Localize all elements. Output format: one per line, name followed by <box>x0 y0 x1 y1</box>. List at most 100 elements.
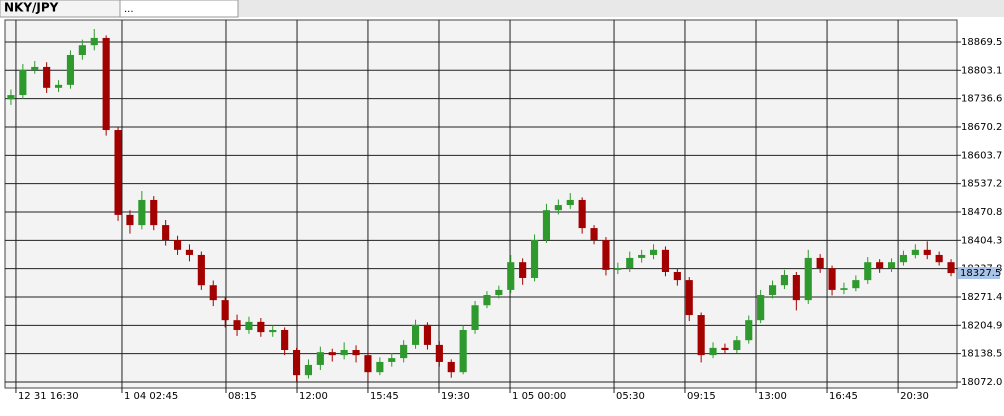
candle-body <box>673 271 681 281</box>
candle-body <box>876 262 884 269</box>
candle-body <box>721 347 729 351</box>
candle-body <box>316 352 324 365</box>
candle-body <box>7 95 15 100</box>
candle-body <box>495 289 503 296</box>
candle-body <box>328 352 336 356</box>
x-tick-label: 20:30 <box>900 391 929 402</box>
candle-body <box>661 249 670 272</box>
candle-body <box>281 329 289 351</box>
x-tick-label: 1 05 00:00 <box>512 391 566 402</box>
candle-body <box>185 249 194 255</box>
candle-body <box>221 300 229 321</box>
candle-body <box>197 254 205 286</box>
x-tick-label: 12:00 <box>299 391 328 402</box>
candle-body <box>887 262 896 269</box>
candle-body <box>31 66 39 70</box>
tab-label[interactable]: ... <box>124 4 134 15</box>
candle-body <box>840 288 848 290</box>
candle-body <box>768 285 777 296</box>
candle-body <box>423 324 432 345</box>
candle-body <box>66 55 75 85</box>
candle-body <box>519 262 527 278</box>
candle-body <box>364 355 372 373</box>
x-tick-label: 15:45 <box>370 391 399 402</box>
candle-body <box>102 37 110 131</box>
y-tick-label: 18072.0 <box>961 377 1002 388</box>
candle-body <box>435 344 443 362</box>
y-tick-label: 18537.2 <box>961 179 1002 190</box>
last-price-box <box>958 267 1000 280</box>
candle-body <box>804 257 812 301</box>
x-tick-label: 09:15 <box>687 391 716 402</box>
candle-body <box>626 257 634 269</box>
candle-body <box>530 240 539 278</box>
candle-body <box>685 280 693 316</box>
x-tick-label: 12 31 16:30 <box>18 391 79 402</box>
candle-body <box>935 254 943 263</box>
candle-body <box>78 45 86 56</box>
x-tick-label: 19:30 <box>441 391 470 402</box>
candle-body <box>138 199 146 226</box>
candle-body <box>899 254 908 263</box>
candle-body <box>162 225 170 241</box>
y-tick-label: 18803.1 <box>961 65 1002 76</box>
candle-body <box>400 344 408 359</box>
candle-body <box>828 268 836 290</box>
candle-body <box>733 340 741 351</box>
candle-body <box>745 320 753 341</box>
candle-body <box>923 249 931 255</box>
candle-body <box>114 130 122 215</box>
candle-body <box>245 321 253 330</box>
candle-body <box>209 285 217 301</box>
tab-bar <box>0 0 1004 17</box>
candle-body <box>352 350 360 356</box>
y-tick-label: 18603.7 <box>961 150 1002 161</box>
candle-body <box>816 257 824 269</box>
tab-label[interactable]: NKY/JPY <box>4 1 59 15</box>
tab[interactable] <box>119 0 239 18</box>
x-tick-label: 08:15 <box>228 391 257 402</box>
candle-body <box>269 329 277 333</box>
x-tick-label: 13:00 <box>758 391 787 402</box>
candle-body <box>697 315 705 356</box>
y-tick-label: 18404.3 <box>961 235 1002 246</box>
candle-body <box>638 254 646 258</box>
x-tick-label: 16:45 <box>829 391 858 402</box>
candle-body <box>150 199 158 226</box>
y-tick-label: 18736.6 <box>961 94 1002 105</box>
candle-body <box>566 199 574 206</box>
candle-body <box>649 249 658 255</box>
candle-body <box>54 84 63 88</box>
y-tick-label: 18470.8 <box>961 207 1002 218</box>
y-tick-label: 18138.5 <box>961 349 1002 360</box>
candle-body <box>411 324 420 345</box>
candle-body <box>852 280 860 289</box>
candle-body <box>257 321 265 333</box>
candle-body <box>780 274 789 286</box>
candle-body <box>483 295 491 306</box>
candle-body <box>911 249 919 255</box>
candle-body <box>173 240 182 250</box>
candle-body <box>19 69 27 96</box>
candle-body <box>709 347 717 356</box>
candle-body <box>304 364 313 376</box>
candle-body <box>590 228 598 241</box>
plot-area <box>4 19 958 389</box>
candle-body <box>447 361 455 373</box>
candle-body <box>507 262 515 290</box>
y-tick-label: 18271.4 <box>961 292 1002 303</box>
candle-body <box>459 329 467 373</box>
candle-body <box>542 210 551 241</box>
candle-body <box>792 274 800 301</box>
candle-body <box>90 37 98 46</box>
candle-body <box>947 262 955 274</box>
candle-body <box>376 361 384 373</box>
candle-body <box>602 240 610 270</box>
last-price-label: 18327.5 <box>960 268 1001 279</box>
x-tick-label: 05:30 <box>616 391 645 402</box>
candle-body <box>471 305 479 330</box>
candle-body <box>340 350 348 356</box>
candle-body <box>233 320 241 330</box>
candle-body <box>388 358 396 362</box>
